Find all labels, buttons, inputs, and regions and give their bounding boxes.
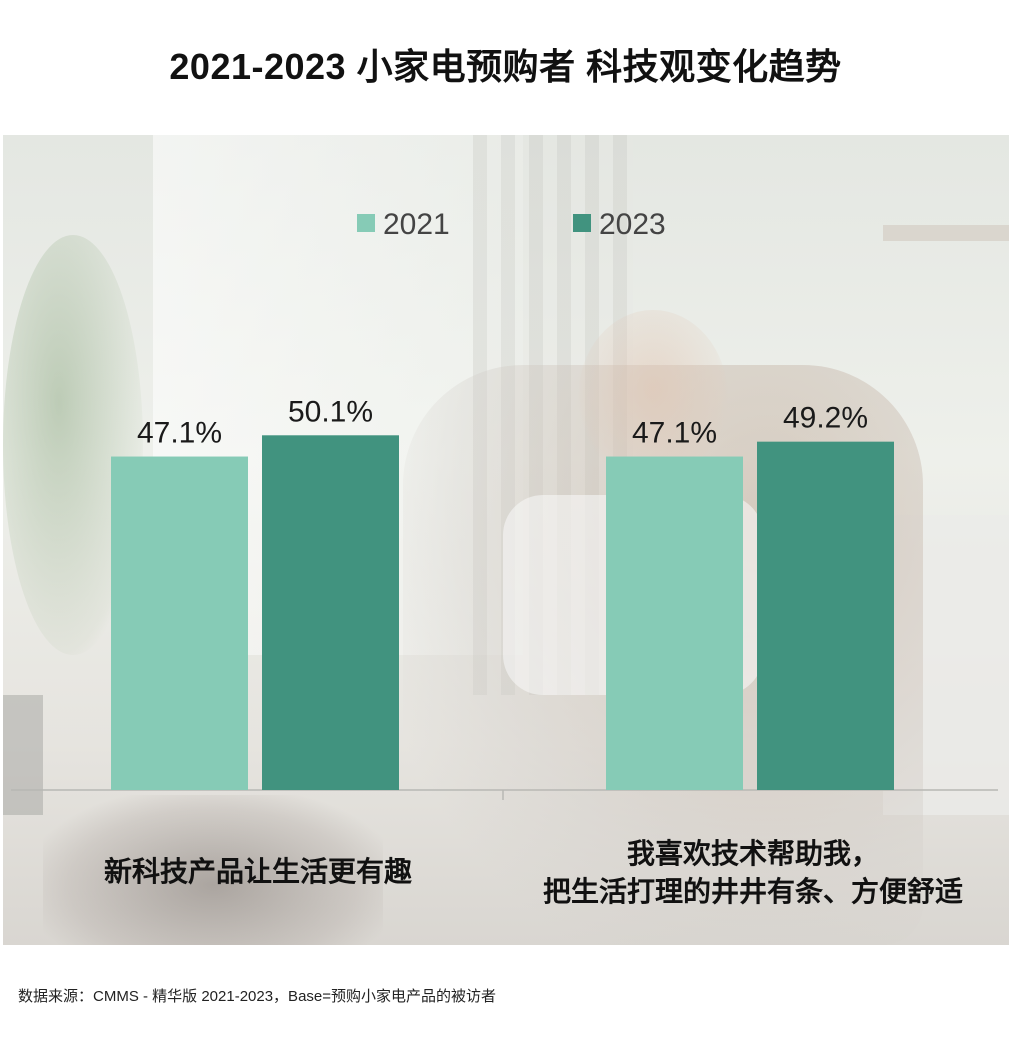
legend-swatch-2023 [573,214,591,232]
bar-value-label: 49.2% [783,402,868,435]
background-sofa [883,515,1009,815]
background-person-head [578,310,728,485]
bar-2023-cat0 [262,435,399,790]
category-label-line: 新科技产品让生活更有趣 [103,856,412,887]
category-label-tidy-life: 我喜欢技术帮助我， 把生活打理的井井有条、方便舒适 [503,835,1003,911]
bar-value-label: 47.1% [632,417,717,450]
bar-chart: 2021 2023 47.1% 50.1% 47.1% 49.2% [11,208,998,800]
background-plant-pot [3,695,43,815]
background-chair-footrest [43,795,383,945]
legend-swatch-2021 [357,214,375,232]
background-shelf [883,225,1009,241]
bar-2021-cat0 [111,456,248,790]
bar-value-label: 47.1% [137,417,222,450]
data-source-note: 数据来源：CMMS - 精华版 2021-2023，Base=预购小家电产品的被… [18,988,497,1005]
bar-value-label: 50.1% [288,395,373,428]
legend-label-2023: 2023 [599,208,666,241]
chart-panel: 2021 2023 47.1% 50.1% 47.1% 49.2% 新科技产品让生活更有趣… [3,135,1009,945]
chart-title: 2021-2023 小家电预购者 科技观变化趋势 [169,46,842,87]
category-label-line: 我喜欢技术帮助我， [626,838,879,869]
category-label-line: 把生活打理的井井有条、方便舒适 [542,876,963,907]
legend-label-2021: 2021 [383,208,450,241]
bar-2023-cat1 [757,441,894,790]
category-label-fun: 新科技产品让生活更有趣 [23,853,493,891]
bar-2021-cat1 [606,456,743,790]
